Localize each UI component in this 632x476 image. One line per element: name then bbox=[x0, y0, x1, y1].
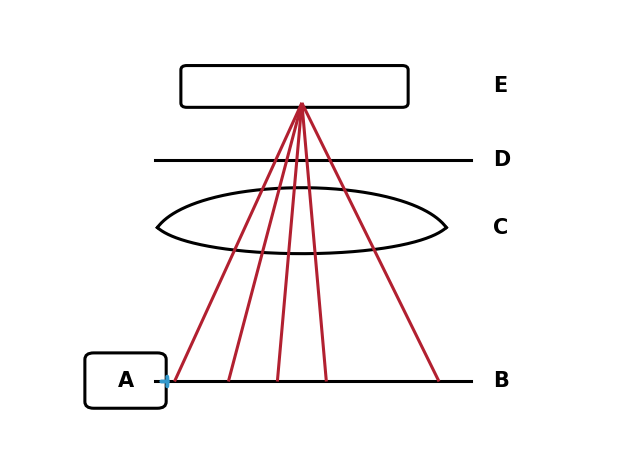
FancyBboxPatch shape bbox=[85, 353, 166, 408]
Text: B: B bbox=[493, 371, 509, 391]
Text: C: C bbox=[493, 218, 508, 238]
Text: E: E bbox=[493, 77, 507, 97]
Text: D: D bbox=[493, 150, 510, 170]
Text: A: A bbox=[118, 371, 133, 391]
FancyBboxPatch shape bbox=[181, 66, 408, 107]
